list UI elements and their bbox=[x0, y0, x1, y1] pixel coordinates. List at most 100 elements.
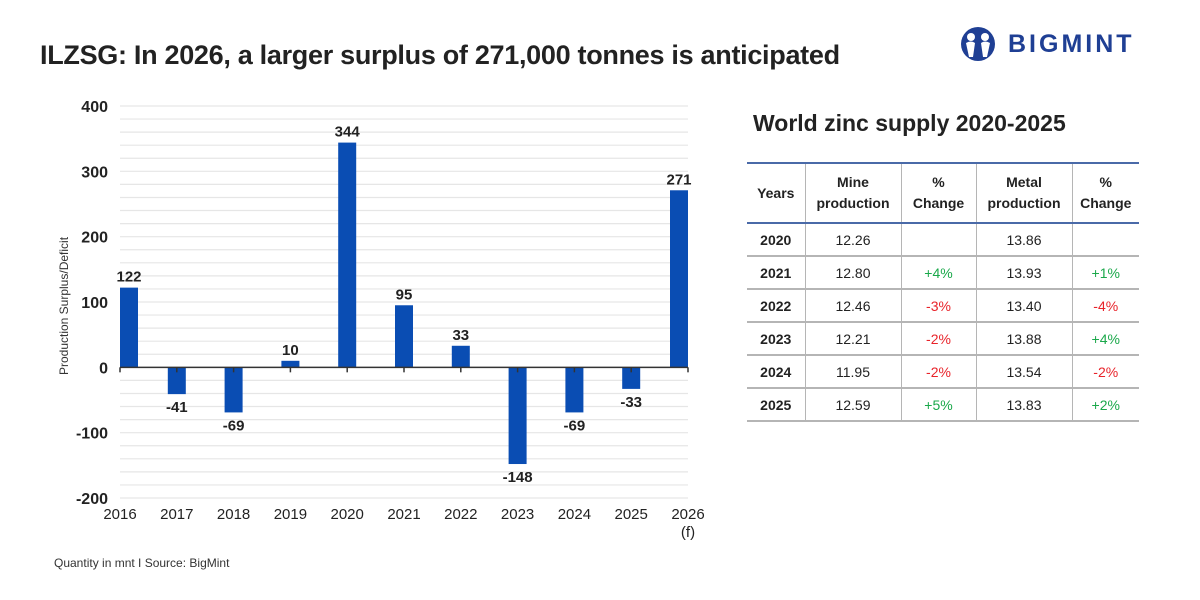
y-tick-label: 400 bbox=[81, 99, 108, 116]
bar bbox=[508, 367, 527, 465]
data-label: -148 bbox=[503, 469, 533, 486]
cell-year: 2024 bbox=[747, 355, 806, 389]
data-label: 33 bbox=[452, 327, 469, 344]
cell-year: 2022 bbox=[747, 289, 806, 323]
x-tick-label-part: 2020 bbox=[331, 506, 364, 523]
cell-mine-change: +4% bbox=[900, 256, 977, 290]
cell-mine-production: 12.26 bbox=[804, 223, 902, 257]
x-tick-label: 2020 bbox=[331, 506, 364, 523]
y-axis-label: Production Surplus/Deficit bbox=[57, 236, 71, 375]
logo-text: BIGMINT bbox=[1008, 29, 1135, 58]
cell-metal-change: +4% bbox=[1071, 322, 1139, 356]
data-label: -69 bbox=[223, 417, 245, 434]
x-tick-label: 2019 bbox=[274, 506, 307, 523]
y-tick-label: 0 bbox=[99, 360, 108, 377]
table-header-row: Years Mine production % Change Metal pro… bbox=[747, 163, 1139, 223]
cell-mine-production: 12.46 bbox=[804, 289, 902, 323]
cell-mine-production: 12.59 bbox=[804, 388, 902, 422]
bar bbox=[565, 367, 584, 413]
x-tick-label: 2023 bbox=[501, 506, 534, 523]
x-tick-label: 2016 bbox=[103, 506, 136, 523]
x-tick-label-part: 2026 bbox=[671, 506, 704, 523]
x-tick-label-part: 2017 bbox=[160, 506, 193, 523]
data-label: 122 bbox=[116, 269, 141, 286]
cell-mine-change: -2% bbox=[900, 322, 977, 356]
cell-mine-production: 11.95 bbox=[804, 355, 902, 389]
data-label: -41 bbox=[166, 399, 188, 416]
header-metal-production: Metal production bbox=[975, 163, 1073, 223]
bar bbox=[281, 360, 300, 368]
bar bbox=[338, 142, 357, 368]
cell-year: 2021 bbox=[747, 256, 806, 290]
cell-metal-production: 13.86 bbox=[975, 223, 1073, 257]
cell-mine-change: -3% bbox=[900, 289, 977, 323]
data-label: 95 bbox=[396, 286, 413, 303]
x-tick-label: 2017 bbox=[160, 506, 193, 523]
x-tick-label: 2024 bbox=[558, 506, 591, 523]
header-years: Years bbox=[747, 163, 806, 223]
x-tick-label-part: 2016 bbox=[103, 506, 136, 523]
cell-metal-change bbox=[1071, 223, 1139, 257]
table-row: 2021 12.80 +4% 13.93 +1% bbox=[747, 256, 1139, 290]
x-tick-label: 2018 bbox=[217, 506, 250, 523]
x-tick-label: 2025 bbox=[615, 506, 648, 523]
bar bbox=[451, 345, 470, 368]
bigmint-logo: BIGMINT bbox=[958, 26, 1135, 62]
cell-metal-production: 13.54 bbox=[975, 355, 1073, 389]
header-mine-change: % Change bbox=[900, 163, 977, 223]
cell-mine-production: 12.80 bbox=[804, 256, 902, 290]
bar bbox=[167, 367, 186, 395]
data-label: -69 bbox=[564, 417, 586, 434]
bar bbox=[622, 367, 641, 389]
data-label: 344 bbox=[335, 124, 361, 141]
x-tick-label-part: 2024 bbox=[558, 506, 591, 523]
x-tick-label: 2026 (f) bbox=[671, 506, 704, 541]
cell-year: 2023 bbox=[747, 322, 806, 356]
bar bbox=[120, 287, 138, 368]
table-row: 2024 11.95 -2% 13.54 -2% bbox=[747, 355, 1139, 389]
page-title: ILZSG: In 2026, a larger surplus of 271,… bbox=[40, 40, 840, 70]
source-note: Quantity in mnt I Source: BigMint bbox=[54, 556, 230, 570]
cell-mine-change: -2% bbox=[900, 355, 977, 389]
zinc-supply-table: Years Mine production % Change Metal pro… bbox=[747, 162, 1139, 422]
bar bbox=[670, 190, 688, 368]
bar-chart: -200 -100 0 100 200 300 400 Production Surplus/… bbox=[57, 99, 705, 541]
cell-year: 2020 bbox=[747, 223, 806, 257]
bigmint-logo-icon bbox=[961, 27, 995, 61]
cell-metal-change: +1% bbox=[1071, 256, 1139, 290]
bar bbox=[395, 305, 413, 368]
table-row: 2025 12.59 +5% 13.83 +2% bbox=[747, 388, 1139, 422]
header-mine-production: Mine production bbox=[804, 163, 902, 223]
cell-metal-production: 13.40 bbox=[975, 289, 1073, 323]
y-tick-label: -200 bbox=[76, 491, 108, 508]
cell-metal-production: 13.93 bbox=[975, 256, 1073, 290]
cell-mine-production: 12.21 bbox=[804, 322, 902, 356]
y-tick-label: -100 bbox=[76, 426, 108, 443]
cell-metal-change: +2% bbox=[1071, 388, 1139, 422]
cell-metal-production: 13.83 bbox=[975, 388, 1073, 422]
x-tick-label: 2021 bbox=[387, 506, 420, 523]
x-tick-label-part: 2023 bbox=[501, 506, 534, 523]
cell-year: 2025 bbox=[747, 388, 806, 422]
data-label: 10 bbox=[282, 342, 299, 359]
header-metal-change: % Change bbox=[1071, 163, 1139, 223]
cell-metal-change: -2% bbox=[1071, 355, 1139, 389]
x-tick-label-part: 2019 bbox=[274, 506, 307, 523]
table-row: 2022 12.46 -3% 13.40 -4% bbox=[747, 289, 1139, 323]
y-tick-label: 200 bbox=[81, 230, 108, 247]
cell-mine-change bbox=[900, 223, 977, 257]
data-label: 271 bbox=[666, 171, 691, 188]
bar bbox=[224, 367, 243, 413]
x-tick-label-part: 2021 bbox=[387, 506, 420, 523]
y-tick-label: 100 bbox=[81, 295, 108, 312]
table-row: 2020 12.26 13.86 bbox=[747, 223, 1139, 257]
table-row: 2023 12.21 -2% 13.88 +4% bbox=[747, 322, 1139, 356]
cell-metal-change: -4% bbox=[1071, 289, 1139, 323]
x-tick-label-part: (f) bbox=[681, 524, 695, 541]
cell-metal-production: 13.88 bbox=[975, 322, 1073, 356]
x-tick-label: 2022 bbox=[444, 506, 477, 523]
data-label: -33 bbox=[620, 394, 642, 411]
x-tick-label-part: 2022 bbox=[444, 506, 477, 523]
x-tick-label-part: 2018 bbox=[217, 506, 250, 523]
y-tick-label: 300 bbox=[81, 164, 108, 181]
